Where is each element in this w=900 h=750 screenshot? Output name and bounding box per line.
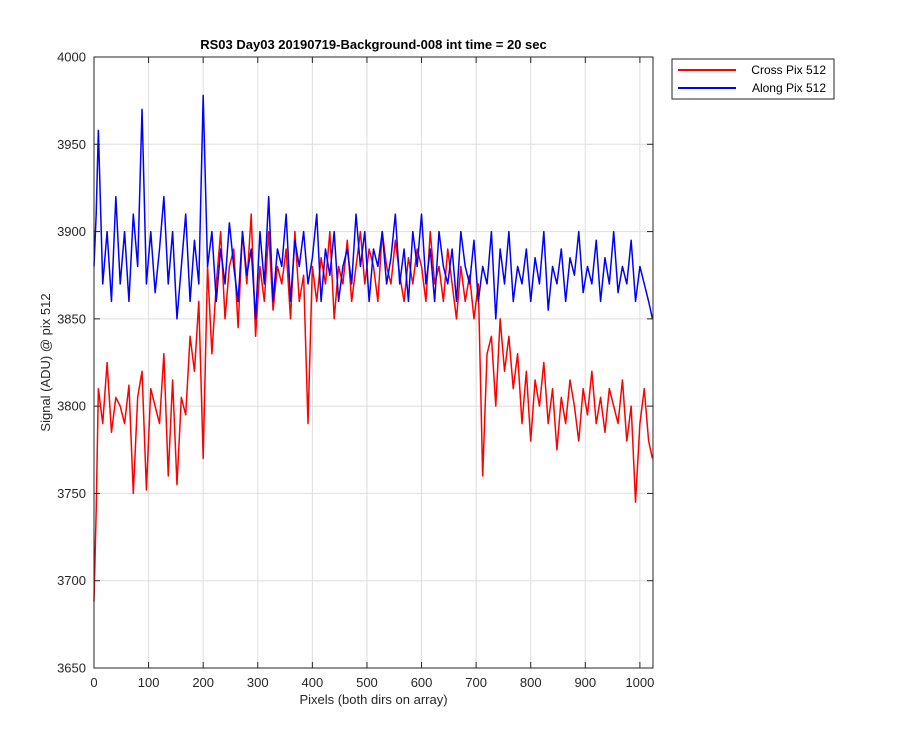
x-tick-label: 1000 [625, 675, 654, 690]
x-tick-label: 800 [520, 675, 542, 690]
x-tick-label: 500 [356, 675, 378, 690]
x-tick-label: 400 [302, 675, 324, 690]
legend: Cross Pix 512 Along Pix 512 [671, 58, 835, 100]
x-tick-label: 600 [411, 675, 433, 690]
y-tick-label: 4000 [57, 50, 86, 65]
legend-label-cross: Cross Pix 512 [751, 63, 826, 77]
x-tick-label: 300 [247, 675, 269, 690]
y-tick-label: 3800 [57, 399, 86, 414]
y-tick-label: 3850 [57, 311, 86, 326]
series-line-cross-pix-512 [93, 213, 654, 602]
plot-frame [93, 56, 654, 669]
y-tick-label: 3650 [57, 661, 86, 676]
legend-box [671, 58, 835, 100]
y-tick-label: 3750 [57, 486, 86, 501]
x-tick-label: 200 [192, 675, 214, 690]
x-tick-label: 0 [90, 675, 97, 690]
x-tick-label: 100 [138, 675, 160, 690]
y-tick-label: 3900 [57, 224, 86, 239]
x-tick-label: 900 [574, 675, 596, 690]
x-tick-label: 700 [465, 675, 487, 690]
series-lines [93, 94, 654, 602]
y-tick-label: 3700 [57, 573, 86, 588]
legend-label-along: Along Pix 512 [752, 81, 826, 95]
axis-ticks: 0 100 200 300 400 500 600 700 800 900 1000 3650 3700… [57, 50, 654, 691]
series-line-along-pix-512 [93, 94, 654, 320]
y-tick-label: 3950 [57, 137, 86, 152]
plot-background [94, 57, 653, 668]
chart-title: RS03 Day03 20190719-Background-008 int t… [200, 37, 547, 52]
x-axis-label: Pixels (both dirs on array) [299, 692, 447, 707]
y-axis-label: Signal (ADU) @ pix 512 [38, 293, 53, 431]
